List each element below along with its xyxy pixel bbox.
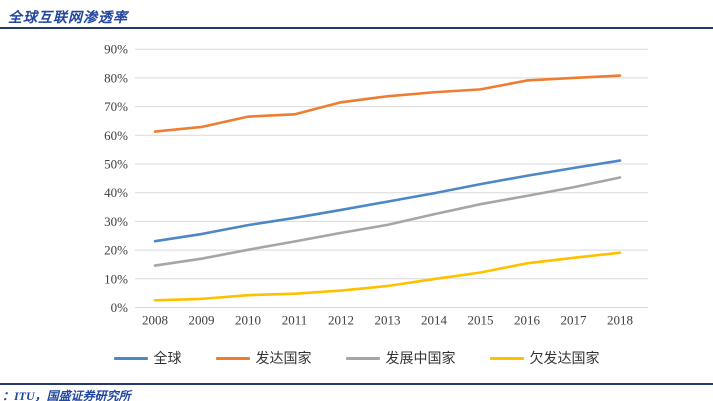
x-tick-label: 2008	[142, 313, 168, 328]
x-tick-label: 2011	[282, 313, 308, 328]
report-footer: ：ITU，国盛证券研究所	[0, 383, 713, 401]
legend-label: 欠发达国家	[529, 352, 600, 367]
y-tick-label: 80%	[104, 70, 128, 85]
y-tick-label: 0%	[111, 300, 129, 315]
x-tick-label: 2017	[561, 313, 588, 328]
x-tick-label: 2012	[328, 313, 354, 328]
series-line-发达国家	[153, 74, 622, 133]
legend-label: 发展中国家	[385, 352, 456, 367]
x-tick-label: 2010	[235, 313, 261, 328]
x-tick-label: 2015	[468, 313, 494, 328]
legend-label: 全球	[153, 352, 182, 367]
y-tick-label: 90%	[104, 42, 128, 57]
legend-item-发达国家[interactable]: 发达国家	[215, 348, 312, 368]
legend-label: 发达国家	[255, 352, 312, 367]
report-header: 全球互联网渗透率	[0, 0, 713, 29]
y-tick-label: 30%	[104, 214, 128, 229]
x-tick-label: 2014	[421, 313, 448, 328]
legend-swatch	[113, 356, 148, 360]
y-tick-label: 60%	[104, 128, 128, 143]
y-tick-label: 10%	[104, 271, 128, 286]
y-tick-label: 50%	[104, 157, 128, 172]
x-tick-label: 2016	[514, 313, 541, 328]
x-tick-label: 2009	[189, 313, 215, 328]
y-tick-label: 20%	[104, 243, 128, 258]
source-note: ：ITU，国盛证券研究所	[2, 389, 131, 401]
legend-swatch	[215, 356, 250, 360]
legend-item-全球[interactable]: 全球	[113, 348, 182, 368]
chart-title: 全球互联网渗透率	[8, 11, 128, 26]
legend-item-发展中国家[interactable]: 发展中国家	[345, 348, 456, 368]
chart-canvas: 0% 10% 20% 30% 40% 50% 60% 70% 80% 90% 2008 2009 201…	[104, 42, 648, 328]
line-chart: 0% 10% 20% 30% 40% 50% 60% 70% 80% 90% 2008 2009 201…	[0, 30, 713, 340]
y-tick-label: 40%	[104, 185, 128, 200]
series-line-全球	[153, 159, 622, 243]
series-line-发展中国家	[153, 176, 622, 267]
y-tick-label: 70%	[104, 99, 128, 114]
series-line-欠发达国家	[153, 251, 622, 302]
x-tick-label: 2018	[607, 313, 633, 328]
legend-item-欠发达国家[interactable]: 欠发达国家	[489, 348, 600, 368]
legend-swatch	[489, 356, 524, 360]
x-tick-label: 2013	[375, 313, 401, 328]
chart-legend: 全球 发达国家 发展中国家 欠发达国家	[0, 346, 713, 370]
legend-swatch	[345, 356, 380, 360]
